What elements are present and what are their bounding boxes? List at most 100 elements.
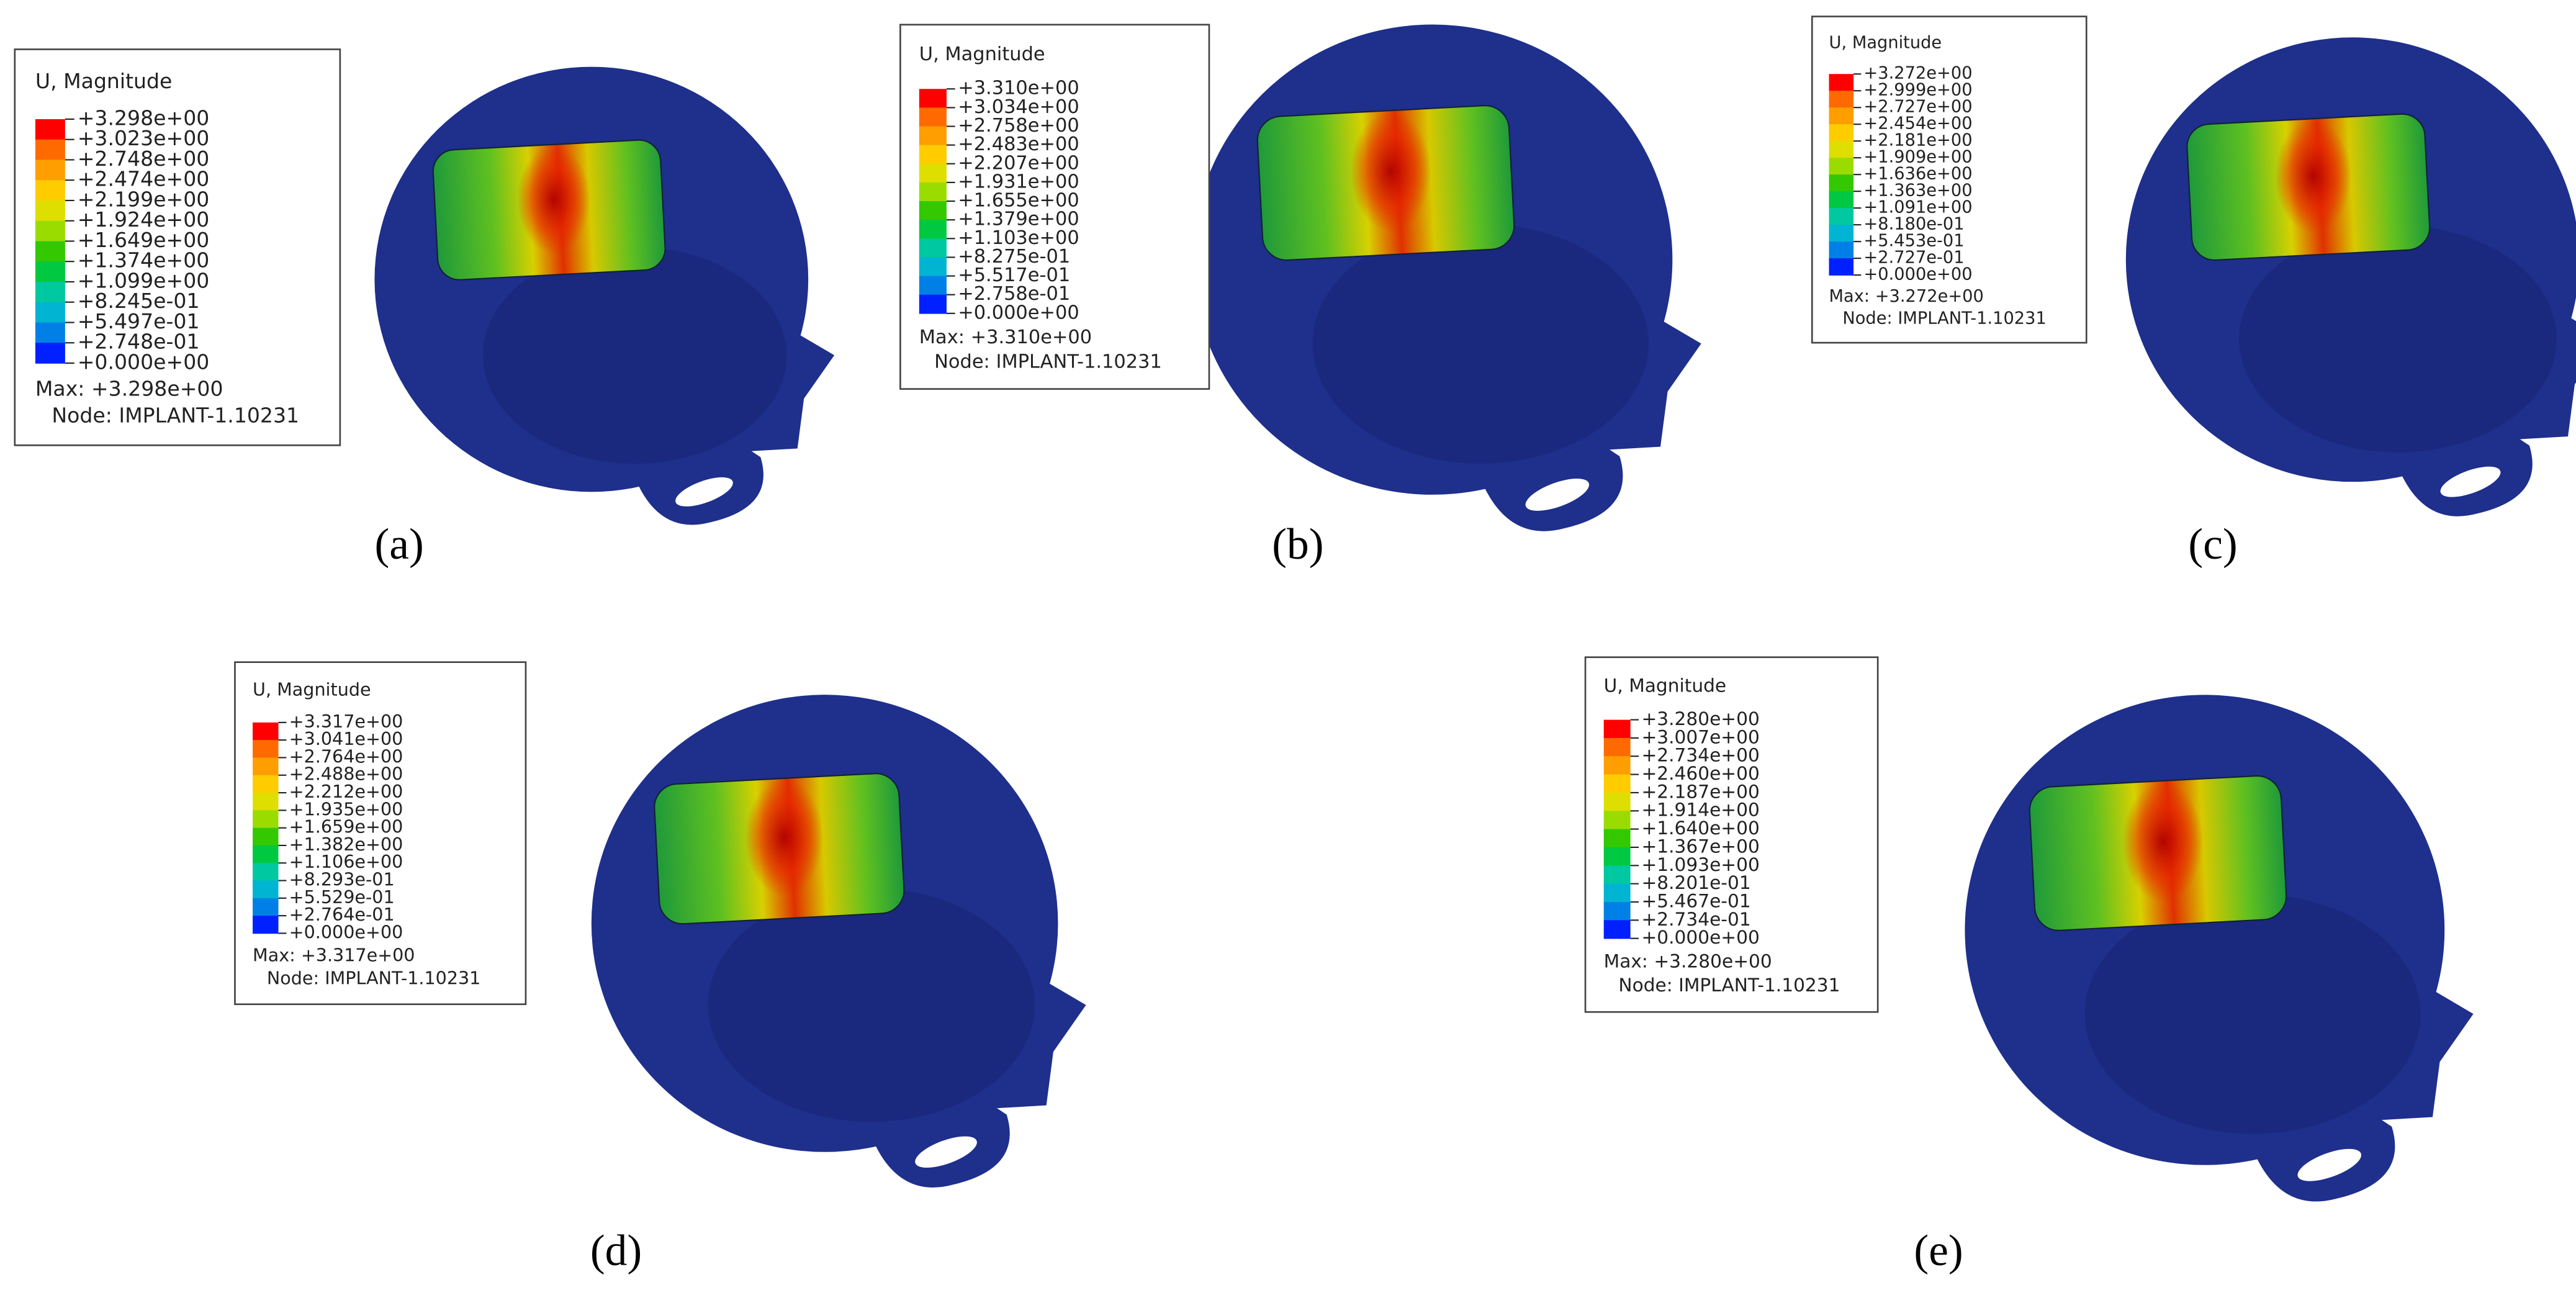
node-label: Node: IMPLANT-1.10231 xyxy=(1842,309,2046,328)
legend-value: +2.758e+00 xyxy=(958,115,1079,137)
legend-title: U, Magnitude xyxy=(919,43,1045,65)
legend-swatch xyxy=(919,238,947,258)
legend-swatch xyxy=(919,257,947,277)
jaw-hole xyxy=(915,1136,977,1168)
legend-value: +1.640e+00 xyxy=(1641,817,1759,839)
caption: (b) xyxy=(1272,520,1323,569)
legend-swatch xyxy=(35,160,65,181)
legend-value: +0.000e+00 xyxy=(1863,265,1972,284)
legend-value: +1.382e+00 xyxy=(289,834,403,855)
legend-value: +3.280e+00 xyxy=(1641,708,1759,729)
legend-swatch xyxy=(253,757,279,776)
legend-value: +2.488e+00 xyxy=(289,764,403,785)
legend-box xyxy=(1811,16,2087,344)
legend-swatch xyxy=(253,810,279,829)
legend-swatch xyxy=(1603,883,1631,903)
legend-swatch xyxy=(1829,158,1854,175)
legend-swatch xyxy=(919,220,947,240)
legend-value: +2.454e+00 xyxy=(1863,114,1972,133)
jaw-hole xyxy=(2440,466,2501,497)
legend-swatch xyxy=(35,322,65,344)
legend-swatch xyxy=(35,261,65,282)
legend-swatch xyxy=(253,898,279,916)
legend-swatch xyxy=(1603,847,1631,867)
legend-swatch xyxy=(253,916,279,934)
legend-value: +2.460e+00 xyxy=(1641,762,1759,784)
legend-swatch xyxy=(35,220,65,242)
legend-value: +2.999e+00 xyxy=(1863,81,1972,100)
implant-hotspot xyxy=(2122,781,2204,903)
cranium-shade xyxy=(2239,225,2557,453)
panel: U, Magnitude +3.317e+00+3.041e+00+2.764e+… xyxy=(234,661,1086,1275)
legend-value: +8.180e-01 xyxy=(1863,215,1964,234)
cranium-shade xyxy=(483,246,787,464)
legend-swatch xyxy=(919,107,947,127)
legend-value: +2.187e+00 xyxy=(1641,780,1759,802)
legend-swatch xyxy=(1603,865,1631,885)
legend-value: +8.201e-01 xyxy=(1641,872,1750,893)
legend-value: +1.093e+00 xyxy=(1641,854,1759,875)
caption: (d) xyxy=(590,1226,642,1275)
panel: U, Magnitude +3.310e+00+3.034e+00+2.758e+… xyxy=(899,24,1701,569)
legend-swatch xyxy=(1829,74,1854,91)
legend-value: +5.517e-01 xyxy=(958,264,1070,286)
legend-value: +2.207e+00 xyxy=(958,152,1079,174)
legend-swatch xyxy=(1829,258,1854,276)
legend-swatch xyxy=(1603,792,1631,812)
implant-hotspot xyxy=(2275,119,2351,233)
legend-swatch xyxy=(253,863,279,881)
legend-swatch xyxy=(253,722,279,741)
legend-value: +2.727e+00 xyxy=(1863,97,1972,117)
legend-swatch xyxy=(1829,191,1854,209)
max-label: Max: +3.272e+00 xyxy=(1829,287,1984,306)
legend-swatch xyxy=(1829,208,1854,225)
node-label: Node: IMPLANT-1.10231 xyxy=(1618,974,1840,996)
max-label: Max: +3.280e+00 xyxy=(1604,950,1772,972)
legend-value: +2.474e+00 xyxy=(78,167,210,191)
legend-value: +1.367e+00 xyxy=(1641,835,1759,857)
max-label: Max: +3.310e+00 xyxy=(919,327,1092,348)
legend-swatch xyxy=(35,139,65,161)
legend-swatch xyxy=(1603,719,1631,739)
legend-value: +1.379e+00 xyxy=(958,209,1079,230)
legend-value: +5.453e-01 xyxy=(1863,232,1964,251)
legend-value: +0.000e+00 xyxy=(1641,926,1759,948)
panel: U, Magnitude +3.272e+00+2.999e+00+2.727e+… xyxy=(1811,16,2576,569)
legend-value: +1.649e+00 xyxy=(78,228,210,252)
legend-value: +2.734e-01 xyxy=(1641,908,1750,930)
legend-swatch xyxy=(919,126,947,146)
legend-title: U, Magnitude xyxy=(35,69,172,93)
max-label: Max: +3.298e+00 xyxy=(35,376,223,400)
legend-value: +1.935e+00 xyxy=(289,798,403,819)
legend-value: +3.041e+00 xyxy=(289,728,403,749)
legend-box xyxy=(899,24,1210,390)
legend-value: +5.497e-01 xyxy=(78,309,200,333)
legend-swatch xyxy=(1603,811,1631,830)
legend-box xyxy=(14,48,341,446)
legend-value: +2.181e+00 xyxy=(1863,131,1972,150)
legend-value: +0.000e+00 xyxy=(78,349,210,374)
legend-swatch xyxy=(1603,920,1631,939)
legend-value: +1.636e+00 xyxy=(1863,165,1972,184)
skull-model xyxy=(374,66,835,525)
legend-value: +1.374e+00 xyxy=(78,248,210,273)
legend-swatch xyxy=(1603,829,1631,848)
jaw-hole xyxy=(675,477,733,507)
legend-value: +8.293e-01 xyxy=(289,869,395,890)
legend-swatch xyxy=(1829,141,1854,158)
legend-swatch xyxy=(1829,174,1854,192)
legend-value: +0.000e+00 xyxy=(289,921,403,942)
legend-swatch xyxy=(1829,241,1854,259)
legend-value: +8.275e-01 xyxy=(958,246,1070,268)
legend-swatch xyxy=(35,302,65,323)
legend-value: +2.758e-01 xyxy=(958,283,1070,305)
legend-swatch xyxy=(253,740,279,759)
legend-value: +1.103e+00 xyxy=(958,227,1079,249)
legend-swatch xyxy=(919,89,947,109)
panel: U, Magnitude +3.298e+00+3.023e+00+2.748e+… xyxy=(14,48,835,569)
legend-title: U, Magnitude xyxy=(253,678,371,700)
node-label: Node: IMPLANT-1.10231 xyxy=(52,403,299,427)
legend-value: +2.734e+00 xyxy=(1641,744,1759,766)
legend-value: +2.764e-01 xyxy=(289,904,395,925)
